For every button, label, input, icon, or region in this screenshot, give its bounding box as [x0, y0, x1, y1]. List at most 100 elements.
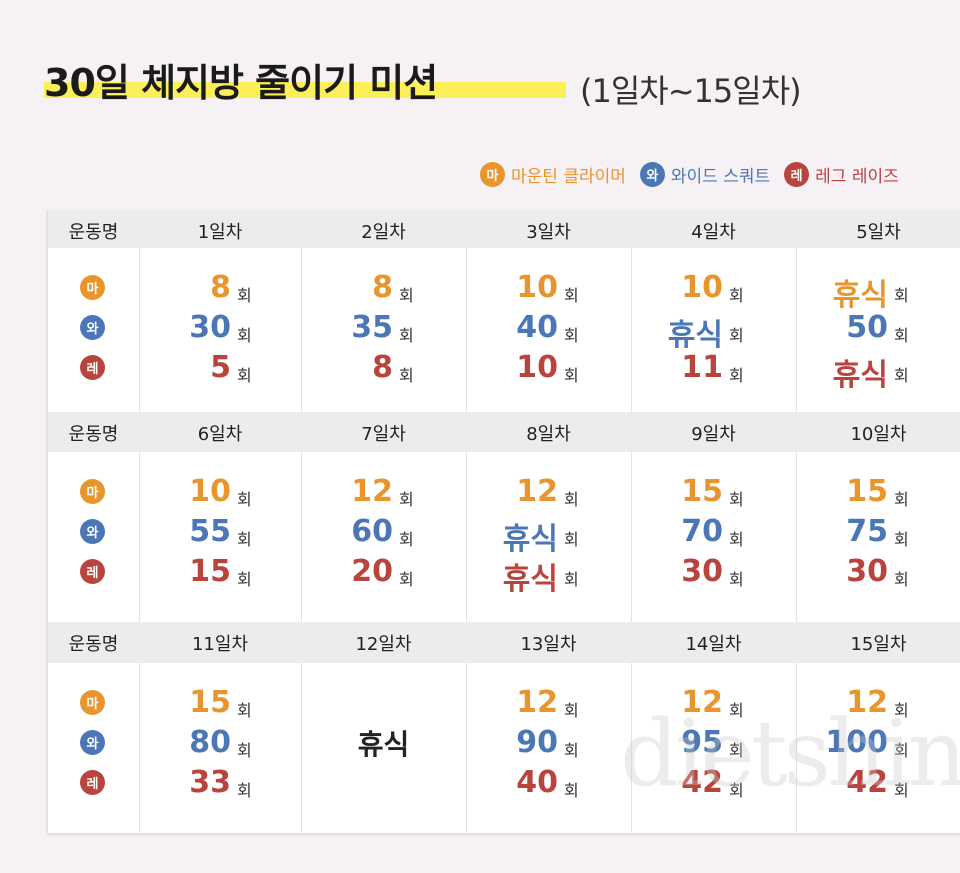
unit: 회: [894, 570, 909, 589]
count: 75: [846, 514, 888, 549]
unit: 회: [564, 326, 579, 345]
count: 5: [210, 350, 231, 385]
header-cell: 11일차: [191, 634, 249, 655]
count: 휴식: [502, 522, 558, 557]
count: 11: [681, 350, 723, 385]
column-divider: [631, 452, 632, 622]
count: 12: [846, 685, 888, 720]
legend-item: 마 마운틴 클라이머: [480, 162, 626, 187]
header-cell: 운동명: [68, 634, 119, 655]
count: 90: [516, 725, 558, 760]
header-cell: 8일차: [526, 424, 571, 445]
legend-icon: 레: [784, 162, 810, 187]
unit: 회: [564, 366, 579, 385]
legend-label: 와이드 스쿼트: [670, 167, 771, 187]
unit: 회: [399, 570, 414, 589]
header-cell: 4일차: [691, 222, 736, 243]
count: 휴식: [502, 562, 558, 597]
count: 10: [189, 474, 231, 509]
count: 휴식: [667, 318, 723, 353]
column-divider: [466, 663, 467, 832]
count: 95: [681, 725, 723, 760]
column-divider: [796, 452, 797, 622]
header-row: [48, 210, 960, 248]
count: 35: [351, 310, 393, 345]
unit: 회: [894, 530, 909, 549]
row-icon: 레: [80, 355, 105, 380]
unit: 회: [399, 286, 414, 305]
column-divider: [139, 663, 140, 832]
watermark: dietshin.com: [620, 700, 960, 807]
count: 12: [351, 474, 393, 509]
count: 15: [189, 554, 231, 589]
row-icon: 마: [80, 275, 105, 300]
unit: 회: [729, 490, 744, 509]
header-cell: 5일차: [856, 222, 901, 243]
unit: 회: [894, 366, 909, 385]
row-icon: 와: [80, 730, 105, 755]
unit: 회: [729, 570, 744, 589]
header-cell: 3일차: [526, 222, 571, 243]
unit: 회: [237, 701, 252, 720]
subtitle: (1일차~15일차): [580, 72, 802, 110]
column-divider: [139, 452, 140, 622]
unit: 회: [564, 286, 579, 305]
count: 100: [825, 725, 888, 760]
unit: 회: [729, 781, 744, 800]
count: 휴식: [832, 278, 888, 313]
table: 운동명 마 와 레 1일차 8 회 30 회 5 회 2일차 8 회 35 회 8 회 3일차 10 회 40 회 10 회 4일…: [47, 210, 960, 834]
unit: 회: [894, 490, 909, 509]
count: 30: [189, 310, 231, 345]
header-cell: 6일차: [197, 424, 243, 445]
unit: 회: [729, 366, 744, 385]
unit: 회: [729, 701, 744, 720]
unit: 회: [894, 286, 909, 305]
column-divider: [631, 248, 632, 412]
count: 15: [846, 474, 888, 509]
header-cell: 2일차: [361, 222, 406, 243]
header-cell: 1일차: [197, 222, 243, 243]
header-cell: 7일차: [361, 424, 406, 445]
unit: 회: [894, 326, 909, 345]
header-cell: 9일차: [691, 424, 736, 445]
legend-label: 마운틴 클라이머: [511, 167, 626, 187]
header-cell: 10일차: [850, 424, 907, 445]
legend-item: 와 와이드 스쿼트: [639, 162, 771, 187]
title-block: 30일 체지방 줄이기 미션: [44, 52, 566, 107]
legend-label: 레그 레이즈: [815, 167, 899, 187]
column-divider: [631, 663, 632, 832]
unit: 회: [729, 286, 744, 305]
unit: 회: [399, 530, 414, 549]
header-row: [48, 622, 960, 663]
column-divider: [466, 248, 467, 412]
count: 40: [516, 310, 558, 345]
header-cell: 13일차: [520, 634, 577, 655]
row-icon: 레: [80, 770, 105, 795]
count: 50: [846, 310, 888, 345]
row-icon: 마: [80, 479, 105, 504]
legend-icon: 마: [480, 162, 505, 187]
unit: 회: [564, 701, 579, 720]
unit: 회: [237, 570, 252, 589]
count: 8: [372, 350, 393, 385]
count: 80: [189, 725, 231, 760]
legend: 마 마운틴 클라이머 와 와이드 스쿼트 레 레그 레이즈: [480, 162, 899, 187]
count: 12: [681, 685, 723, 720]
count: 30: [681, 554, 723, 589]
unit: 회: [564, 490, 579, 509]
unit: 회: [237, 741, 252, 760]
title: 30일 체지방 줄이기 미션: [44, 61, 438, 105]
count: 60: [351, 514, 393, 549]
header-cell: 14일차: [685, 634, 742, 655]
count: 15: [189, 685, 231, 720]
column-divider: [796, 248, 797, 412]
count: 40: [516, 765, 558, 800]
unit: 회: [894, 701, 909, 720]
count: 휴식: [832, 358, 888, 393]
unit: 회: [237, 490, 252, 509]
unit: 회: [564, 781, 579, 800]
count: 42: [681, 765, 723, 800]
unit: 회: [237, 326, 252, 345]
count: 8: [372, 270, 393, 305]
